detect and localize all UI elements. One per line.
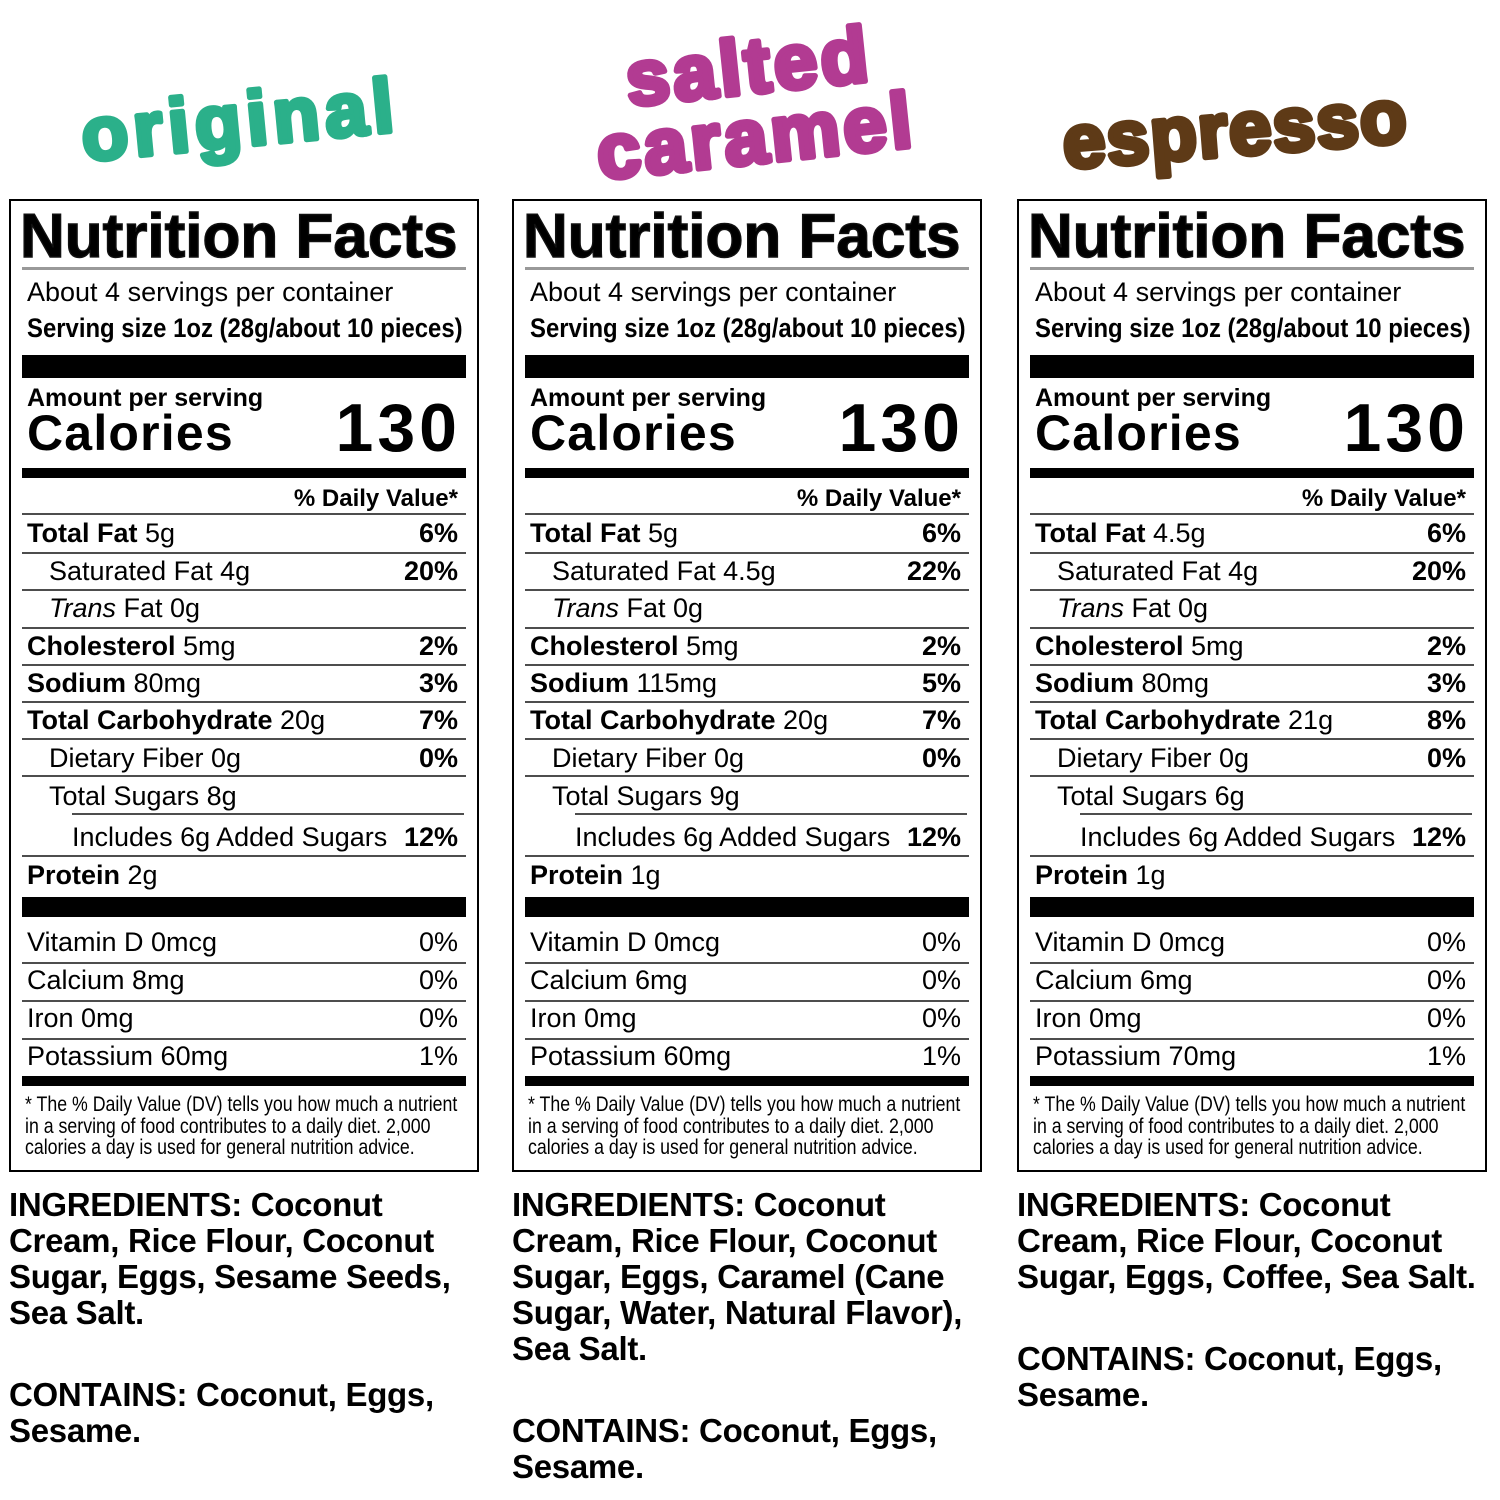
svg-text:espresso: espresso <box>1059 74 1410 186</box>
svg-text:original: original <box>77 63 402 178</box>
